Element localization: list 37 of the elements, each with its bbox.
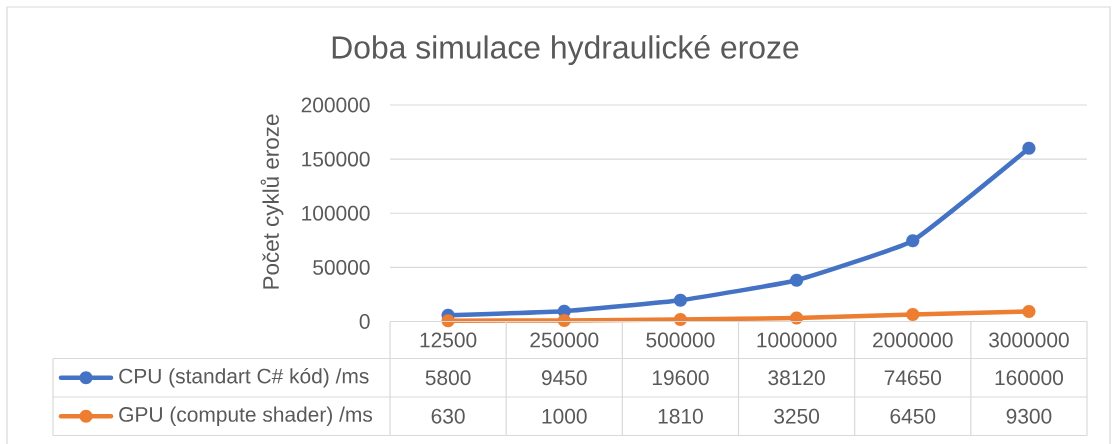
data-label: 1000: [542, 408, 587, 424]
point: [441, 314, 455, 328]
data-label: 160000: [995, 370, 1063, 386]
y-tick-label: 150000: [302, 151, 370, 167]
data-label: 9300: [1006, 408, 1052, 424]
y-tick-label: 100000: [302, 205, 370, 221]
point: [790, 311, 804, 325]
data-label: 3250: [774, 408, 820, 424]
x-tick-label: 2000000: [873, 332, 953, 348]
data-label: 5800: [425, 370, 471, 386]
x-tick-label: 3000000: [989, 332, 1069, 348]
data-label: 74650: [884, 370, 942, 386]
y-tick-label: 200000: [301, 97, 370, 113]
y-tick-label: 50000: [313, 259, 370, 275]
chart-title: Doba simulace hydraulické eroze: [332, 34, 799, 66]
x-tick-label: 1000000: [757, 332, 837, 348]
y-tick-label: 0: [359, 314, 370, 329]
point: [557, 313, 571, 327]
data-label: 38120: [768, 370, 825, 386]
legend-label: CPU (standart C# kód) /ms: [119, 367, 369, 388]
legend-label: GPU (compute shader) /ms: [119, 406, 373, 426]
x-tick-label: 500000: [646, 332, 715, 348]
data-label: 630: [431, 408, 465, 424]
point: [1022, 141, 1036, 155]
x-tick-label: 250000: [530, 332, 599, 348]
y-axis-title: Počet cyklů eroze: [260, 114, 284, 289]
point: [673, 293, 687, 307]
point: [906, 307, 920, 322]
point: [790, 273, 804, 287]
data-label: 6450: [890, 408, 936, 424]
point: [673, 312, 687, 327]
data-label: 19600: [652, 370, 709, 386]
data-label: 1810: [658, 408, 703, 424]
point: [1022, 304, 1036, 318]
point: [906, 234, 920, 248]
data-label: 9450: [541, 370, 587, 386]
x-tick-label: 12500: [420, 332, 477, 348]
